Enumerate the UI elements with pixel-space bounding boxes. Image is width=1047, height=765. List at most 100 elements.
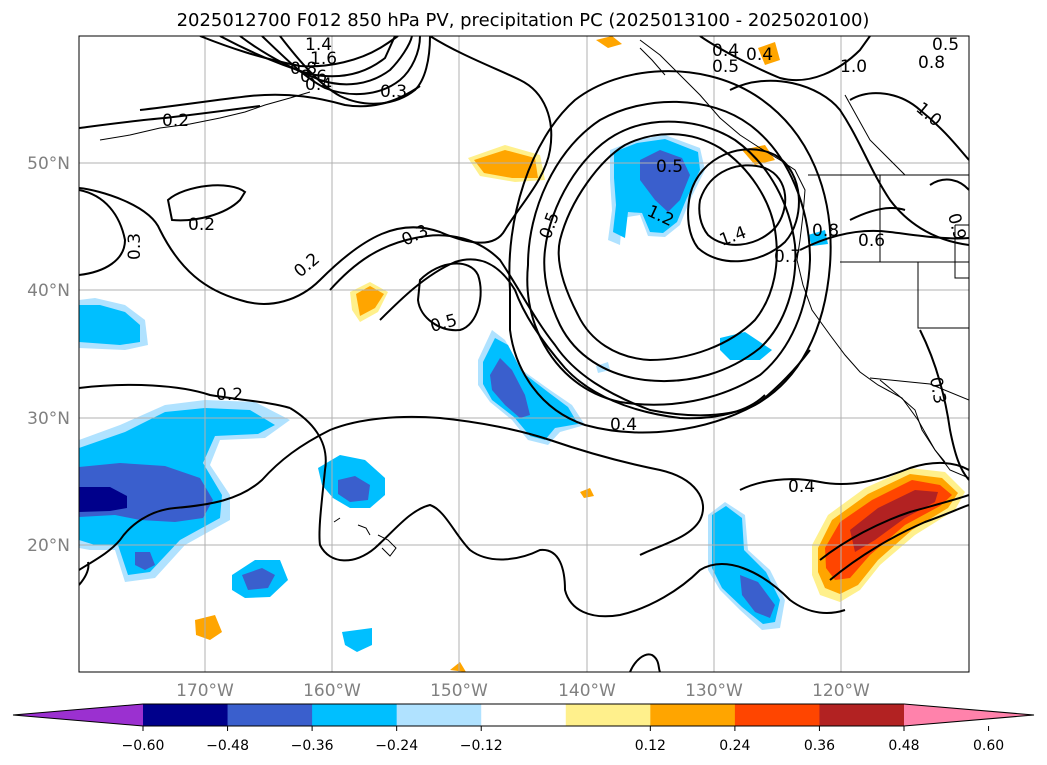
colorbar-segments xyxy=(13,704,1034,726)
contour-west-edge xyxy=(79,189,127,276)
lat-label-20n: 20°N xyxy=(27,536,70,556)
contour-label: 0.4 xyxy=(712,41,739,61)
contour-label: 0.4 xyxy=(746,45,773,65)
shade-positive-north-c xyxy=(596,36,622,48)
shade-negative-northeast-core xyxy=(640,150,690,212)
colorbar-tick-label: 0.60 xyxy=(973,738,1004,754)
contour-label: 0.4 xyxy=(788,477,815,497)
contour-label: 0.4 xyxy=(610,415,637,435)
shade-negative-central-core xyxy=(490,358,530,418)
border-us-mexico xyxy=(869,377,969,401)
lon-label-160w: 160°W xyxy=(303,681,361,701)
contour-label: 0.3 xyxy=(925,375,949,405)
contour-big-trough-4 xyxy=(508,70,832,434)
colorbar-tick-label: 0.48 xyxy=(888,738,919,754)
contour-label: 1.0 xyxy=(840,57,867,77)
lon-label-130w: 130°W xyxy=(685,681,743,701)
contour-alaska-1 xyxy=(199,36,399,68)
colorbar-ticks: −0.60 −0.48 −0.36 −0.24 −0.12 0.12 0.24 0.36 0.4… xyxy=(122,726,1004,754)
colorbar-segment xyxy=(312,704,398,726)
contour-north-main xyxy=(79,36,553,305)
contour-bottom-small xyxy=(629,653,661,672)
contour-big-trough-3 xyxy=(526,100,812,406)
border-states-c xyxy=(917,262,969,329)
colorbar-segment xyxy=(650,704,736,726)
contour-alaska-2 xyxy=(219,36,396,78)
contour-label: 0.8 xyxy=(290,59,317,79)
contour-alaska-6 xyxy=(139,85,421,111)
shade-negative-hawaii-core xyxy=(338,476,370,502)
colorbar: −0.60 −0.48 −0.36 −0.24 −0.12 0.12 0.24 0.36 0.4… xyxy=(12,703,1035,754)
shade-negative-southwest-blob xyxy=(135,552,155,570)
shade-negative-central-mid xyxy=(483,338,578,440)
map-frame xyxy=(78,35,970,673)
contour-label: 0.2 xyxy=(188,215,215,235)
contour-big-trough-1 xyxy=(557,133,778,362)
colorbar-tick-label: −0.48 xyxy=(206,738,249,754)
lat-label-50n: 50°N xyxy=(27,154,70,174)
colorbar-tick-label: −0.12 xyxy=(460,738,503,754)
shade-positive-north-b xyxy=(758,42,780,65)
colorbar-tick-label: −0.36 xyxy=(291,738,334,754)
shade-positive-south-small xyxy=(195,615,222,640)
colorbar-extend-high xyxy=(904,704,1034,726)
contour-label: 0.5 xyxy=(932,35,959,55)
contour-north-east-4 xyxy=(929,178,969,191)
colorbar-segment xyxy=(143,704,229,726)
shade-negative-west-mid-core xyxy=(79,305,140,345)
contour-high-pv-ring xyxy=(698,164,787,246)
pv-contours xyxy=(79,36,969,672)
contour-alaska-5 xyxy=(279,36,431,105)
figure-title: 2025012700 F012 850 hPa PV, precipitatio… xyxy=(177,10,870,31)
contour-south-edge xyxy=(79,561,90,586)
colorbar-segment xyxy=(396,704,482,726)
precip-shading xyxy=(79,36,965,672)
shade-negative-south-east-core xyxy=(740,575,775,618)
contour-label: 0.4 xyxy=(305,75,332,95)
contour-southeast-b xyxy=(819,494,969,561)
contour-big-trough-2 xyxy=(543,120,797,383)
colorbar-segment xyxy=(481,704,567,726)
contour-label: 1.4 xyxy=(305,35,332,55)
coastline-baja xyxy=(879,379,946,463)
longitude-labels: 170°W 160°W 150°W 140°W 130°W 120°W xyxy=(176,681,870,701)
shade-positive-north-a-core xyxy=(474,150,538,178)
lon-label-140w: 140°W xyxy=(558,681,616,701)
contour-label: 0.7 xyxy=(774,247,801,267)
contour-west-lower xyxy=(79,383,291,409)
contour-alaska-3 xyxy=(239,36,413,86)
contour-north-east-2 xyxy=(729,79,969,246)
contour-mid-ring-b xyxy=(416,262,482,332)
colorbar-tick-label: 0.36 xyxy=(804,738,835,754)
contour-label: 0.8 xyxy=(918,53,945,73)
lon-label-150w: 150°W xyxy=(430,681,488,701)
contour-alaska-4 xyxy=(261,36,421,96)
contour-label: 0.3 xyxy=(380,82,407,102)
contour-label: 0.5 xyxy=(712,57,739,77)
colorbar-segment xyxy=(227,704,313,726)
contour-label: 0.2 xyxy=(162,111,189,131)
lon-label-120w: 120°W xyxy=(812,681,870,701)
contour-east-coast-2 xyxy=(849,207,906,221)
colorbar-tick-label: −0.60 xyxy=(122,738,165,754)
lat-label-40n: 40°N xyxy=(27,281,70,301)
map-panel: 1.4 1.6 0.8 0.6 0.4 0.3 0.2 0.2 0.3 0.2 … xyxy=(78,35,970,673)
colorbar-tick-label: −0.24 xyxy=(375,738,418,754)
colorbar-tick-label: 0.12 xyxy=(635,738,666,754)
colorbar-extend-low xyxy=(13,704,143,726)
shade-negative-east-small xyxy=(720,332,772,360)
contour-south-main xyxy=(79,415,705,571)
contour-alaska-7 xyxy=(79,105,261,129)
gridlines xyxy=(79,36,969,672)
colorbar-segment xyxy=(565,704,651,726)
contour-coast-east xyxy=(799,229,969,251)
contour-southeast-a xyxy=(739,462,969,491)
coastline-north-america xyxy=(639,39,969,479)
contour-south-loop xyxy=(289,407,846,618)
contour-label: 0.5 xyxy=(656,157,683,177)
contour-high-pv-ring-2 xyxy=(687,148,800,263)
contour-label: 0.8 xyxy=(812,221,839,241)
shade-positive-southeast-core xyxy=(850,490,938,552)
contour-label: 0.6 xyxy=(300,67,327,87)
